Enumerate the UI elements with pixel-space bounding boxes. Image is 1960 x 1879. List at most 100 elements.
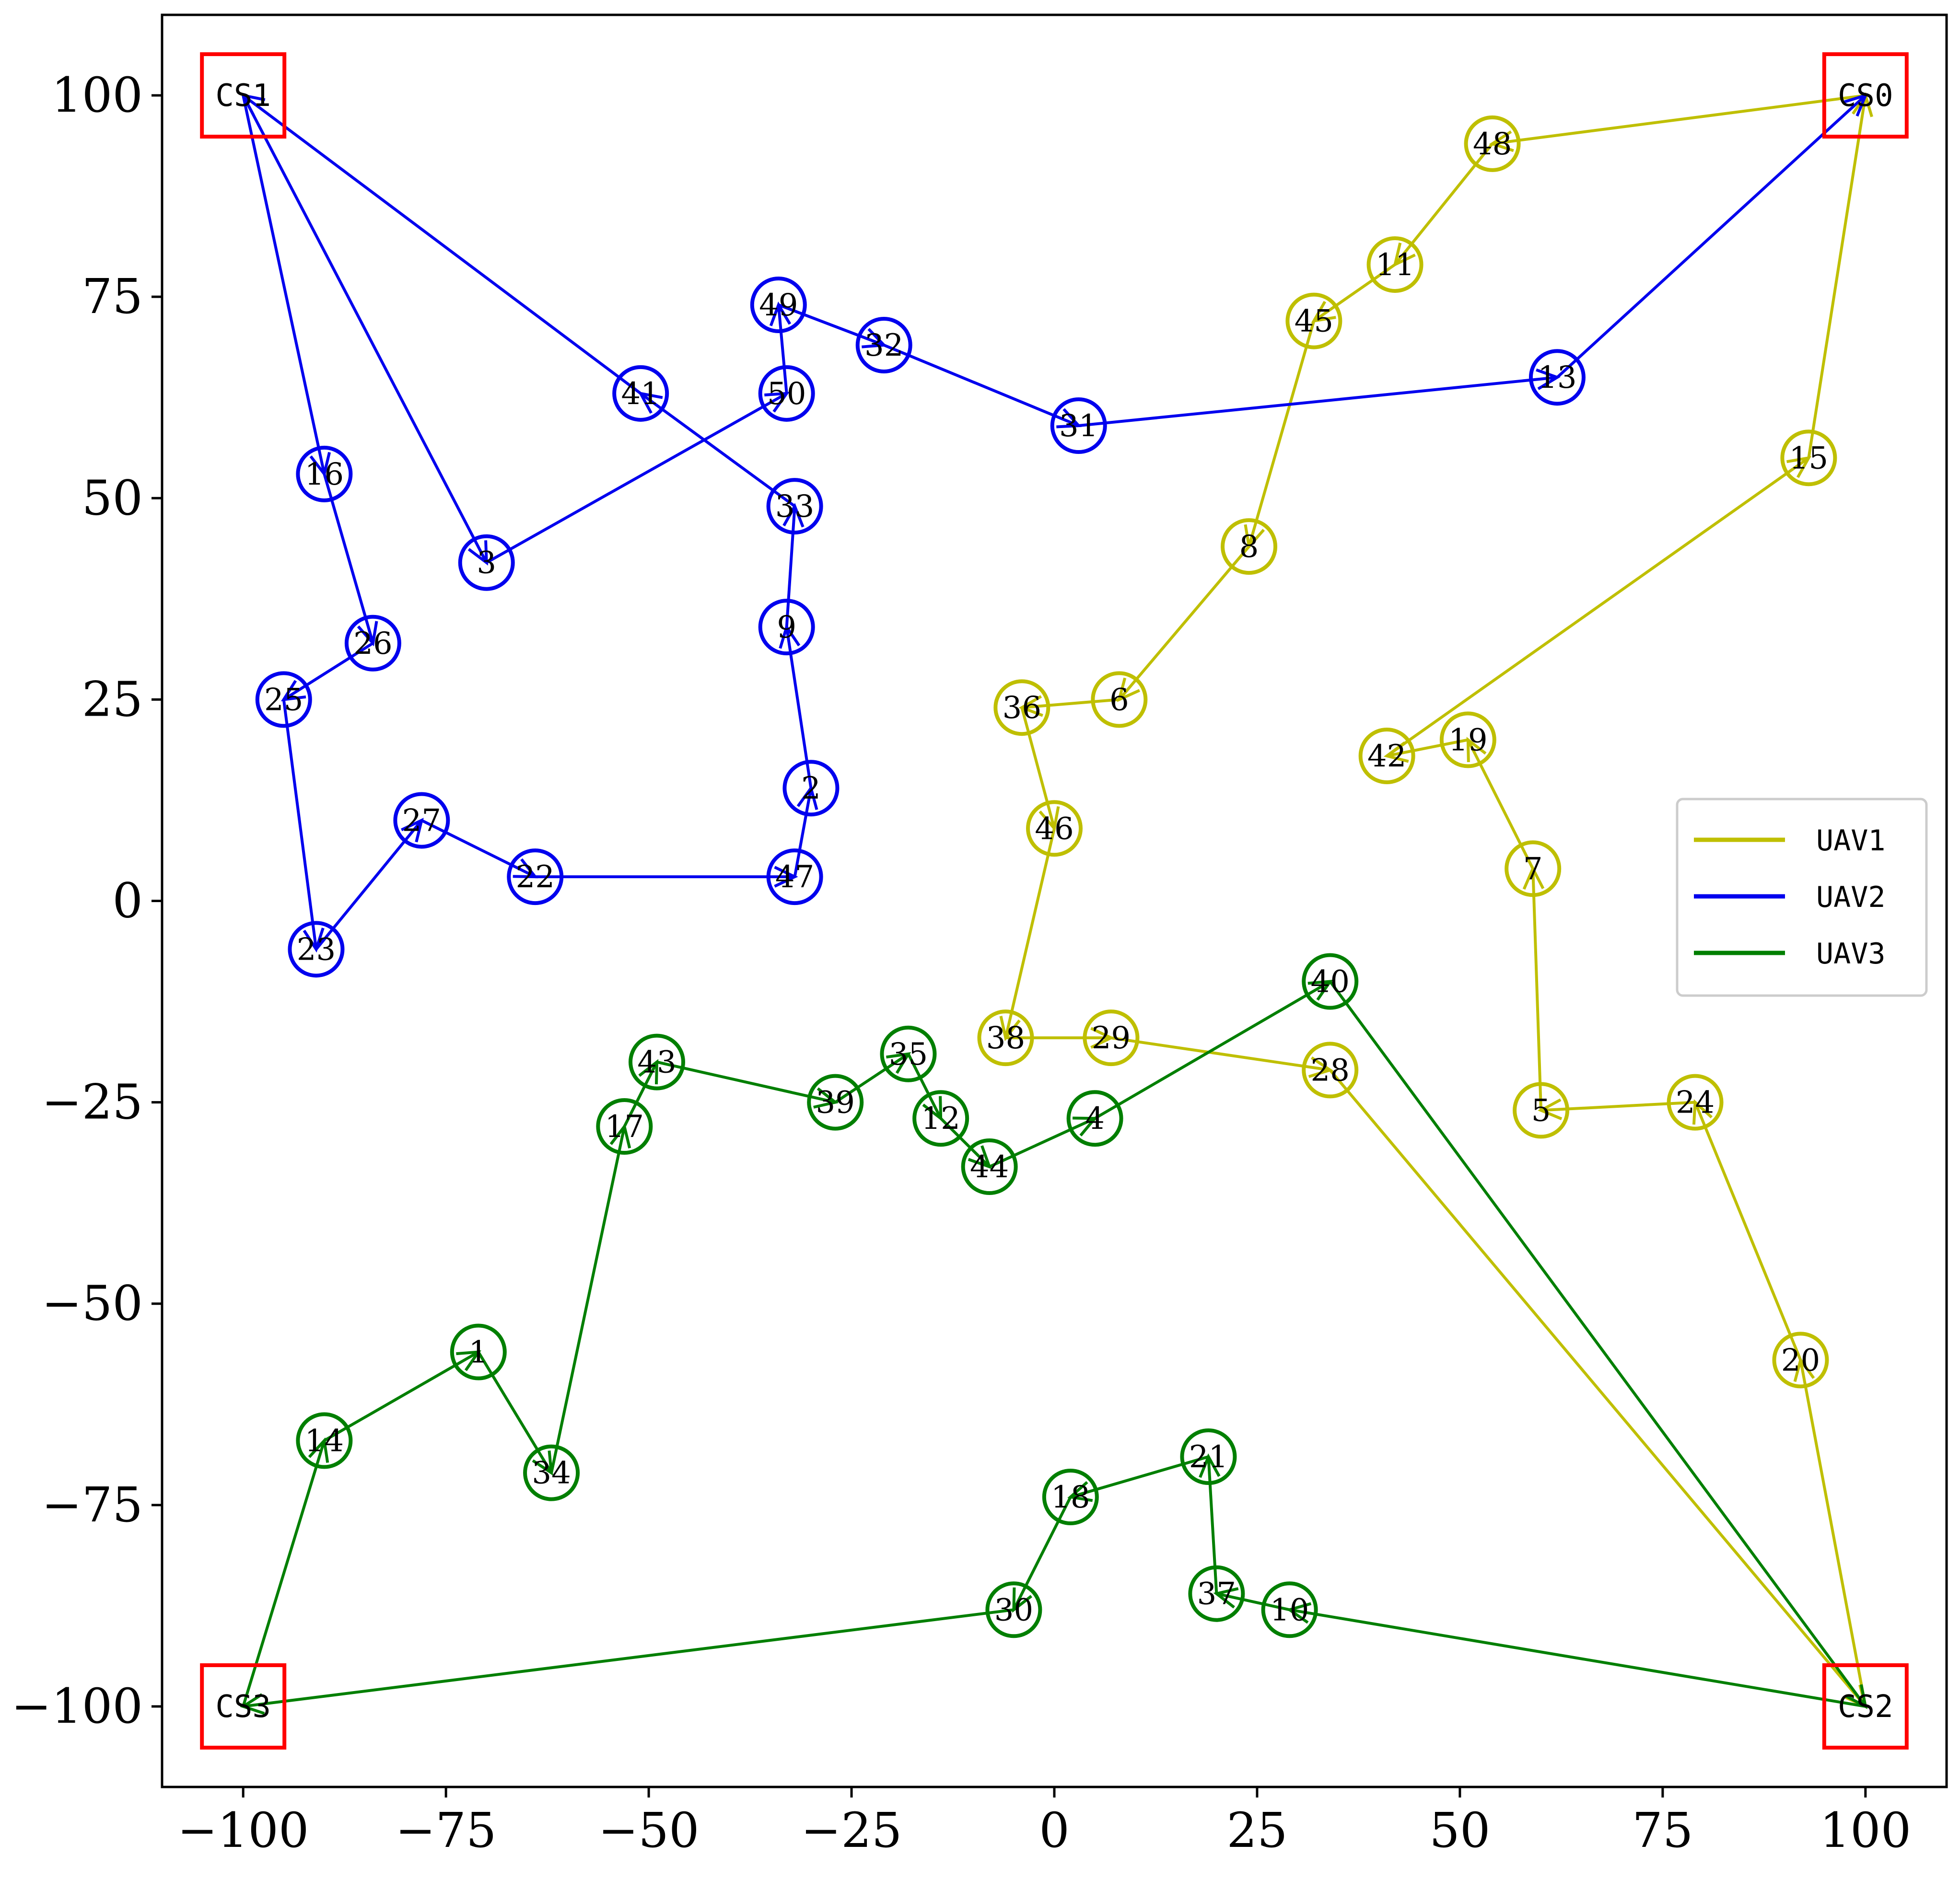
task-node-circle bbox=[766, 848, 823, 905]
route-segment bbox=[1207, 1456, 1218, 1594]
y-tick-label: −50 bbox=[42, 1276, 143, 1332]
task-node-circle bbox=[880, 1025, 937, 1082]
task-node-label: 43 bbox=[637, 1045, 676, 1080]
task-node-circle bbox=[1358, 728, 1415, 785]
task-node-label: 27 bbox=[402, 803, 441, 838]
task-node: 5 bbox=[1513, 1082, 1570, 1139]
task-node-label: 47 bbox=[775, 859, 814, 895]
task-node-circle bbox=[1221, 518, 1278, 575]
task-node-label: 30 bbox=[994, 1592, 1033, 1628]
route-segment bbox=[1020, 707, 1056, 829]
task-node-circle bbox=[629, 1033, 686, 1090]
task-node: 13 bbox=[1528, 349, 1586, 406]
task-node: 27 bbox=[393, 792, 450, 849]
task-node-label: 21 bbox=[1189, 1439, 1228, 1475]
task-node-label: 49 bbox=[759, 288, 798, 323]
task-node-circle bbox=[1083, 1009, 1140, 1067]
route-segment bbox=[486, 392, 788, 564]
task-node: 14 bbox=[296, 1412, 353, 1469]
task-node-circle bbox=[1505, 840, 1562, 897]
charging-stations: CS0 CS1 CS2 CS3 bbox=[200, 52, 1909, 1750]
y-tick-label: −75 bbox=[42, 1477, 143, 1533]
task-node: 41 bbox=[612, 365, 669, 422]
task-node-label: 19 bbox=[1448, 722, 1487, 758]
route-segment bbox=[1386, 456, 1810, 757]
route-segment bbox=[323, 1350, 479, 1442]
task-node-label: 24 bbox=[1676, 1085, 1715, 1121]
task-node-circle bbox=[523, 1444, 580, 1501]
task-node: 25 bbox=[255, 671, 312, 728]
task-node-label: 22 bbox=[516, 859, 555, 895]
task-node-label: 50 bbox=[767, 376, 806, 412]
legend-label: UAV3 bbox=[1816, 937, 1886, 971]
task-node-label: 12 bbox=[921, 1101, 960, 1137]
x-tick-label: 75 bbox=[1632, 1802, 1693, 1858]
legend: UAV1 UAV2 UAV3 bbox=[1676, 798, 1928, 997]
route-segment bbox=[242, 1440, 326, 1707]
x-tick-label: −25 bbox=[801, 1802, 902, 1858]
task-node: 6 bbox=[1091, 671, 1148, 728]
x-axis-ticks: −100 −75 −50 −25 0 25 50 75 100 bbox=[177, 1787, 1911, 1858]
route-segment bbox=[242, 94, 642, 395]
y-axis-ticks: −100 −75 −50 −25 0 25 50 75 100 bbox=[11, 67, 162, 1734]
task-node-circle bbox=[1302, 953, 1359, 1010]
task-node: 38 bbox=[977, 1009, 1034, 1067]
route-segment bbox=[1216, 1592, 1290, 1612]
task-node: 19 bbox=[1439, 711, 1496, 768]
route-segment bbox=[989, 1117, 1096, 1168]
task-node-label: 3 bbox=[477, 545, 496, 581]
task-node: 43 bbox=[629, 1033, 686, 1090]
route-segment bbox=[1531, 869, 1543, 1111]
task-node: 11 bbox=[1366, 236, 1423, 293]
task-node: 26 bbox=[344, 615, 401, 672]
x-tick-label: 25 bbox=[1226, 1802, 1287, 1858]
route-uav1 bbox=[999, 92, 1873, 1709]
task-node-label: 25 bbox=[264, 682, 303, 718]
route-segment bbox=[1110, 1036, 1330, 1072]
charging-station-marker bbox=[1822, 52, 1909, 139]
route-segment bbox=[1807, 95, 1867, 458]
route-segment bbox=[1004, 828, 1056, 1038]
task-node-circle bbox=[1366, 236, 1423, 293]
charging-station-cs0: CS0 bbox=[1822, 52, 1909, 139]
task-node-circle bbox=[912, 1090, 969, 1147]
task-node-circle bbox=[782, 760, 840, 817]
task-node-label: 16 bbox=[305, 457, 344, 492]
charging-station-cs1: CS1 bbox=[200, 52, 287, 139]
route-segment bbox=[793, 788, 813, 877]
task-node: 34 bbox=[523, 1444, 580, 1501]
task-node-circle bbox=[993, 679, 1050, 736]
task-node: 44 bbox=[961, 1138, 1018, 1195]
task-node-label: 34 bbox=[532, 1456, 571, 1491]
task-node-label: 6 bbox=[1109, 682, 1129, 718]
route-segment bbox=[623, 1061, 658, 1127]
route-segment bbox=[1313, 263, 1396, 323]
y-tick-label: 75 bbox=[82, 268, 143, 325]
task-node-label: 41 bbox=[621, 376, 660, 412]
task-node-circle bbox=[1285, 292, 1342, 349]
task-node: 46 bbox=[1026, 800, 1083, 857]
route-segment bbox=[1070, 1455, 1209, 1498]
x-tick-label: −75 bbox=[396, 1802, 497, 1858]
y-tick-label: 100 bbox=[51, 67, 143, 123]
route-segment bbox=[1078, 376, 1558, 428]
task-node-label: 5 bbox=[1531, 1093, 1551, 1128]
x-tick-label: −50 bbox=[598, 1802, 700, 1858]
route-arrowhead bbox=[1843, 93, 1868, 117]
charging-station-cs2: CS2 bbox=[1822, 1663, 1909, 1750]
task-node: 20 bbox=[1772, 1332, 1829, 1389]
route-segment bbox=[282, 699, 318, 950]
route-segment bbox=[777, 304, 788, 394]
task-node-circle bbox=[1528, 349, 1586, 406]
charging-station-marker bbox=[1822, 1663, 1909, 1750]
task-node-circle bbox=[1050, 397, 1107, 454]
task-node-label: 39 bbox=[816, 1085, 854, 1121]
task-node-circle bbox=[1667, 1074, 1724, 1131]
charging-station-marker bbox=[200, 52, 287, 139]
route-segment bbox=[421, 819, 536, 878]
task-node-circle bbox=[507, 848, 564, 905]
x-tick-label: 0 bbox=[1039, 1802, 1070, 1858]
route-segment bbox=[785, 506, 796, 627]
task-node-label: 46 bbox=[1035, 811, 1073, 847]
y-tick-label: 0 bbox=[112, 873, 143, 929]
